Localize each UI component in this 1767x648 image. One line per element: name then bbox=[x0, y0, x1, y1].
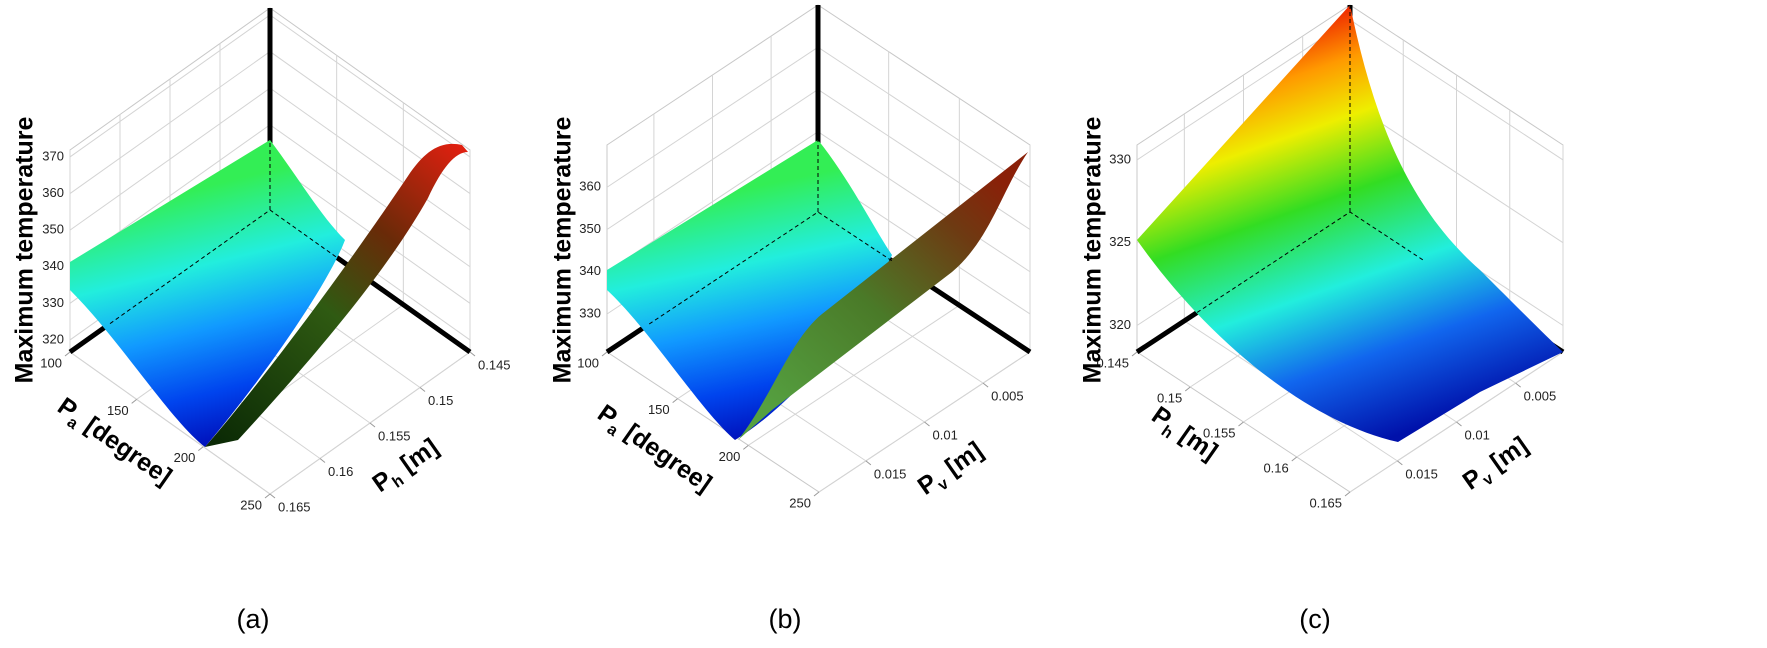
x-tick-label: 0.16 bbox=[1263, 460, 1288, 475]
tick-mark bbox=[1456, 421, 1462, 427]
axis-unit: [degree] bbox=[620, 418, 717, 498]
surface bbox=[205, 143, 468, 447]
x-tick-label: 0.15 bbox=[1157, 390, 1182, 405]
tick-mark bbox=[419, 387, 426, 392]
tick-mark bbox=[672, 398, 678, 404]
caption: (c) bbox=[1299, 604, 1330, 634]
x-tick-label: 0.145 bbox=[1096, 355, 1129, 370]
tick-mark bbox=[1397, 460, 1403, 466]
y-tick-label: 0.155 bbox=[378, 428, 411, 443]
x-tick-label: 0.155 bbox=[1203, 425, 1236, 440]
surface bbox=[70, 140, 345, 447]
z-tick-label: 370 bbox=[42, 148, 64, 163]
x-tick-label: 150 bbox=[107, 403, 129, 418]
tick-mark bbox=[64, 351, 71, 357]
x-tick-label: 100 bbox=[40, 355, 62, 370]
y-tick-label: 0.015 bbox=[874, 466, 907, 481]
z-tick-label: 350 bbox=[42, 222, 64, 237]
y-tick-label: 0.01 bbox=[933, 427, 958, 442]
y-tick-label: 0.16 bbox=[328, 464, 353, 479]
tick-mark bbox=[1344, 491, 1351, 497]
x-tick-label: 0.165 bbox=[1309, 495, 1342, 510]
z-tick-label: 330 bbox=[42, 295, 64, 310]
z-axis-title: Maximum temperature bbox=[549, 117, 577, 384]
z-tick-label: 320 bbox=[1109, 317, 1131, 332]
axis-unit: [degree] bbox=[80, 411, 177, 491]
tick-mark bbox=[601, 351, 608, 357]
y-tick-label: 0.165 bbox=[278, 499, 311, 514]
tick-mark bbox=[924, 421, 930, 427]
tick-mark bbox=[1184, 386, 1191, 392]
tick-mark bbox=[369, 422, 376, 428]
surface bbox=[607, 140, 892, 440]
hidden-edge bbox=[648, 211, 893, 325]
z-tick-label: 340 bbox=[579, 263, 601, 278]
tick-mark bbox=[198, 446, 204, 452]
z-tick-label: 320 bbox=[42, 331, 64, 346]
tick-mark bbox=[264, 493, 271, 499]
z-tick-label: 360 bbox=[579, 179, 601, 194]
tick-mark bbox=[319, 458, 326, 463]
y-tick-label: 0.015 bbox=[1405, 466, 1438, 481]
x-tick-label: 200 bbox=[719, 449, 741, 464]
y-tick-label: 0.005 bbox=[1524, 389, 1557, 404]
x-tick-label: 250 bbox=[789, 495, 811, 510]
z-tick-label: 350 bbox=[579, 221, 601, 236]
z-tick-label: 325 bbox=[1109, 234, 1131, 249]
tick-mark bbox=[743, 444, 749, 450]
y-tick-label: 0.01 bbox=[1465, 427, 1490, 442]
y-tick-label: 0.15 bbox=[428, 393, 453, 408]
caption: (a) bbox=[237, 604, 270, 634]
surface bbox=[1137, 5, 1563, 442]
y-axis-title: Pv[m] bbox=[913, 436, 991, 504]
axis-unit: [m] bbox=[940, 436, 988, 481]
tick-mark bbox=[813, 491, 820, 497]
x-tick-label: 200 bbox=[174, 450, 196, 465]
z-tick-label: 330 bbox=[1109, 151, 1131, 166]
tick-mark bbox=[131, 398, 137, 404]
z-axis-title: Maximum temperature bbox=[11, 117, 39, 384]
x-tick-label: 100 bbox=[577, 355, 599, 370]
tick-mark bbox=[1291, 456, 1298, 462]
y-tick-label: 0.145 bbox=[478, 357, 511, 372]
tick-mark bbox=[269, 493, 276, 499]
z-axis-title: Maximum temperature bbox=[1079, 117, 1107, 384]
tick-mark bbox=[865, 460, 872, 466]
tick-mark bbox=[1238, 421, 1244, 427]
surface bbox=[738, 152, 1028, 440]
z-tick-label: 340 bbox=[42, 258, 64, 273]
tick-mark bbox=[1515, 382, 1521, 388]
x-axis-title: Ph[m] bbox=[1144, 401, 1222, 469]
x-tick-label: 250 bbox=[240, 497, 262, 512]
z-tick-label: 360 bbox=[42, 185, 64, 200]
tick-mark bbox=[982, 382, 989, 388]
y-tick-label: 0.005 bbox=[991, 389, 1024, 404]
surfaces bbox=[70, 5, 1563, 447]
tick-mark bbox=[1131, 351, 1138, 357]
axis-unit: [m] bbox=[1485, 431, 1533, 476]
caption: (b) bbox=[769, 604, 802, 634]
x-tick-label: 150 bbox=[648, 402, 670, 417]
z-tick-label: 330 bbox=[579, 305, 601, 320]
tick-mark bbox=[469, 351, 476, 357]
